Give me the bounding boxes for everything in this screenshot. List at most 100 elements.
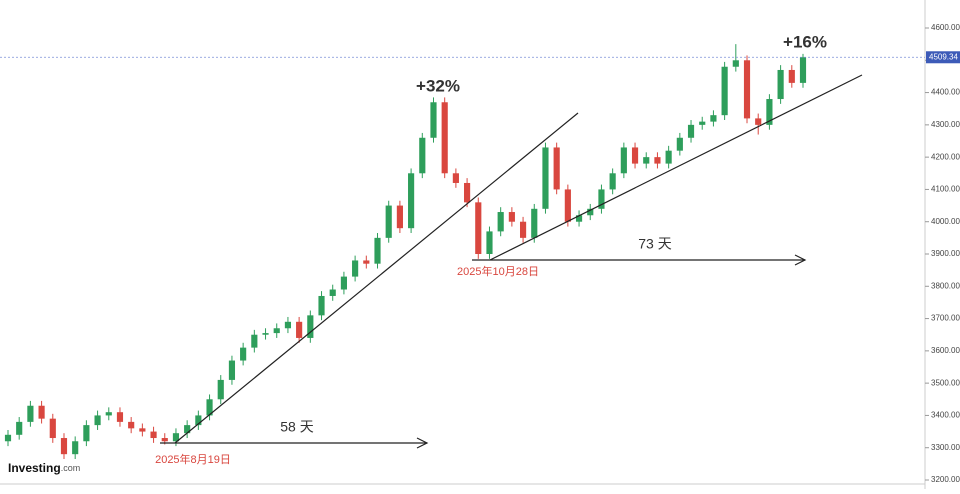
y-tick-label: 3600.00 — [931, 346, 960, 355]
trend-line — [174, 112, 579, 444]
candle-body — [340, 276, 347, 290]
candle-body — [4, 434, 12, 442]
candle-body — [363, 260, 370, 264]
candle-body — [228, 360, 236, 380]
candle-body — [799, 57, 807, 83]
candle-body — [542, 147, 549, 209]
candle-body — [676, 137, 683, 151]
candle-body — [128, 421, 135, 429]
candle-body — [710, 115, 717, 122]
candle-body — [251, 334, 258, 348]
candle-body — [430, 102, 437, 138]
y-tick-label: 4600.00 — [931, 23, 960, 32]
logo: Investing.com — [8, 461, 80, 475]
candle-body — [687, 124, 695, 138]
last-price-box — [926, 51, 960, 64]
candle-body — [385, 205, 392, 238]
candle-body — [396, 205, 403, 229]
y-tick-label: 4300.00 — [931, 120, 960, 129]
y-tick-label: 4200.00 — [931, 152, 960, 161]
candle-body — [564, 189, 571, 222]
candle-body — [318, 295, 325, 316]
candle-body — [352, 260, 359, 277]
candle-body — [475, 202, 482, 254]
candle-body — [743, 60, 751, 119]
candle-body — [721, 66, 728, 116]
candle-body — [788, 69, 795, 83]
candle-body — [273, 328, 280, 334]
trend-lines — [160, 74, 863, 449]
candle-body — [38, 405, 45, 419]
candle-body — [755, 118, 762, 125]
logo-name: Investing — [8, 461, 61, 475]
candle-body — [777, 69, 784, 100]
y-ticks: 3200.00 3300.00 3400.00 3500.00 3600.00 3700.… — [925, 23, 960, 484]
candle-body — [598, 189, 605, 209]
y-tick-label: 4100.00 — [931, 185, 960, 194]
candle-body — [643, 157, 650, 164]
y-tick-label: 3300.00 — [931, 443, 960, 452]
candle-body — [575, 215, 583, 222]
candle-body — [486, 231, 493, 254]
y-tick-label: 3200.00 — [931, 475, 960, 484]
annotation: +16% — [783, 32, 827, 51]
candle-body — [699, 121, 706, 125]
annotation: +32% — [416, 76, 460, 95]
candle-body — [296, 321, 303, 338]
logo-suffix: .com — [61, 463, 81, 473]
trend-line — [489, 74, 863, 261]
y-tick-label: 3500.00 — [931, 378, 960, 387]
candle-body — [766, 99, 773, 125]
candle-body — [497, 212, 504, 232]
y-tick-label: 4400.00 — [931, 88, 960, 97]
date-label: 2025年10月28日 — [457, 264, 539, 278]
candles — [4, 44, 807, 460]
last-price-label: 4509.34 — [929, 52, 958, 61]
annotation: 73 天 — [638, 236, 671, 252]
candle-body — [284, 321, 292, 329]
candle-body — [508, 212, 515, 222]
annotation: 58 天 — [280, 419, 313, 435]
candle-body — [195, 415, 202, 426]
candle-body — [654, 157, 661, 164]
candle-body — [665, 150, 672, 164]
candle-body — [609, 173, 616, 190]
candle-body — [60, 438, 68, 455]
candle-body — [150, 431, 157, 439]
candle-body — [83, 425, 90, 442]
candle-body — [16, 421, 23, 435]
arrow-head — [416, 437, 429, 449]
date-label: 2025年8月19日 — [155, 452, 231, 466]
arrow-head — [794, 254, 807, 266]
candle-body — [240, 347, 247, 361]
y-tick-label: 3700.00 — [931, 314, 960, 323]
candle-body — [49, 418, 56, 439]
candle-body — [27, 405, 34, 422]
candle-body — [553, 147, 560, 190]
y-tick-label: 4000.00 — [931, 217, 960, 226]
candle-body — [441, 102, 448, 174]
candle-body — [329, 289, 336, 296]
candle-body — [732, 60, 739, 67]
candle-body — [116, 412, 124, 422]
candle-body — [374, 237, 381, 264]
candle-body — [519, 221, 527, 238]
candle-body — [94, 415, 101, 426]
candle-body — [587, 208, 594, 216]
candle-body — [408, 173, 415, 229]
candle-body — [172, 433, 180, 442]
candle-body — [184, 425, 191, 434]
y-tick-label: 3800.00 — [931, 281, 960, 290]
candle-body — [105, 412, 112, 416]
candle-body — [531, 208, 538, 238]
y-tick-label: 3900.00 — [931, 249, 960, 258]
candle-body — [139, 428, 146, 432]
candle-body — [464, 182, 471, 203]
candle-body — [206, 399, 213, 416]
candle-body — [307, 315, 314, 338]
candle-body — [72, 441, 79, 455]
y-tick-label: 3400.00 — [931, 411, 960, 420]
candle-body — [620, 147, 627, 174]
candle-body — [217, 379, 224, 400]
